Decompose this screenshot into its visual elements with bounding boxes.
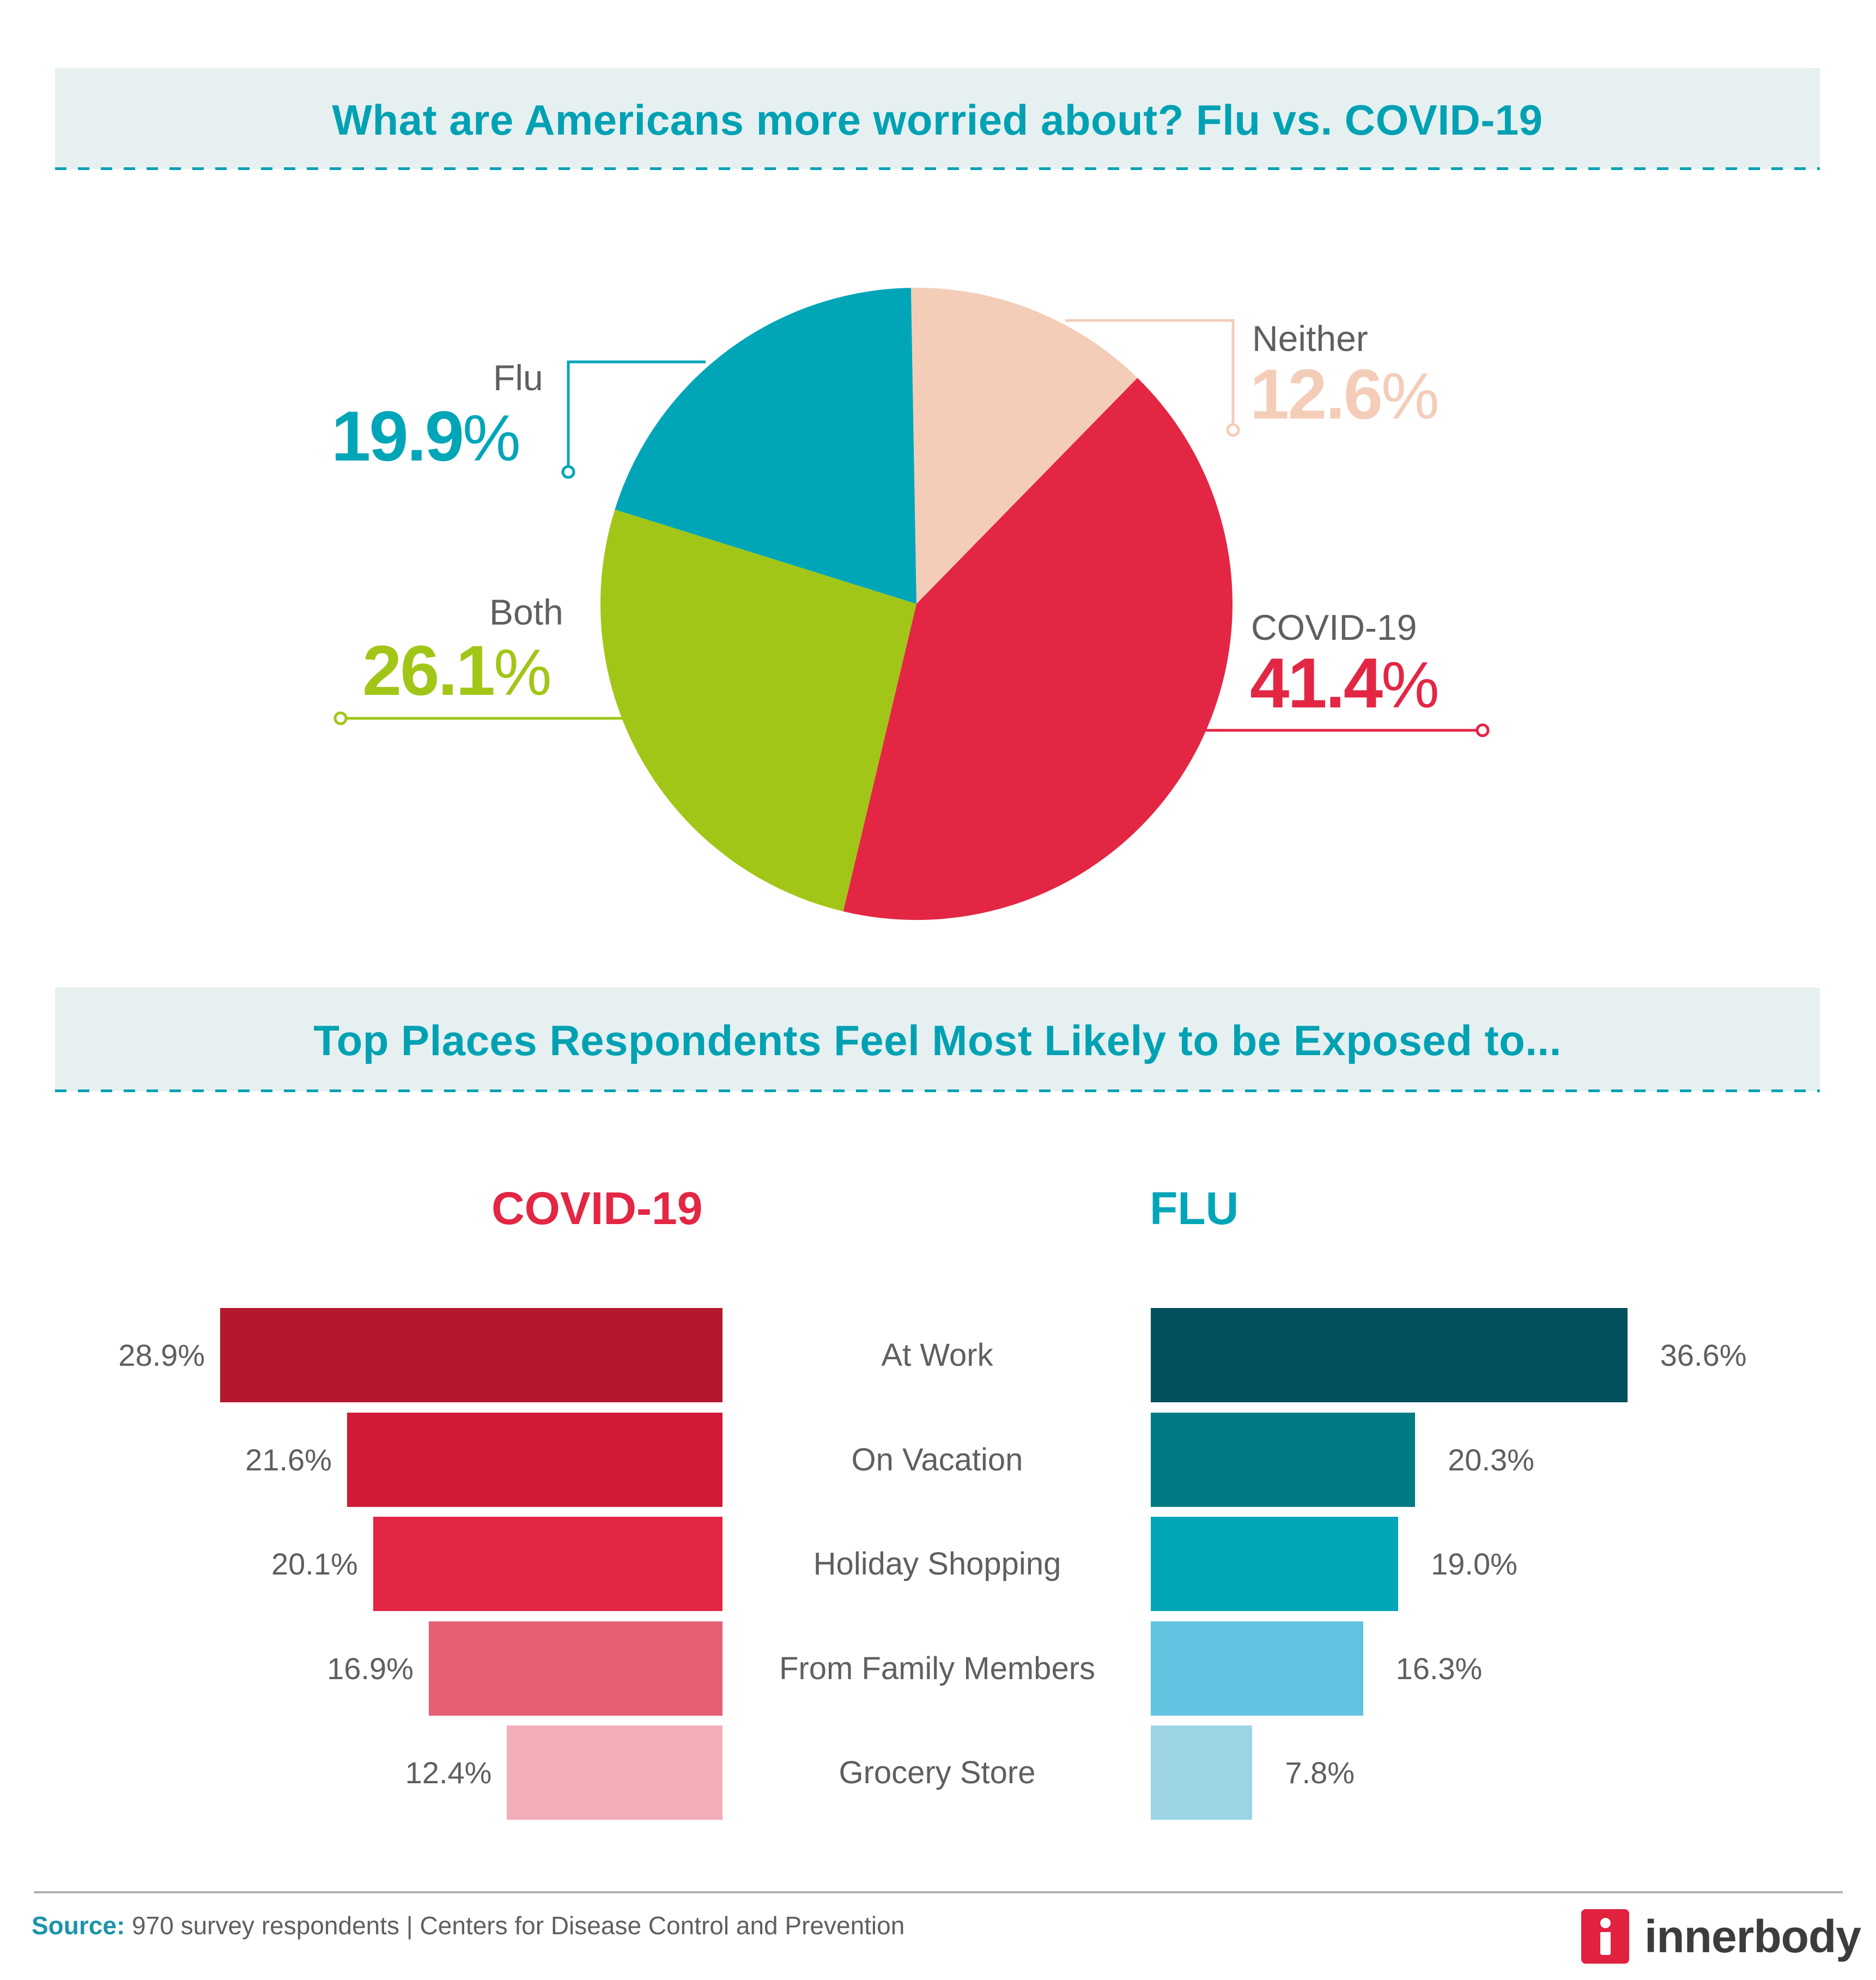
flu-bar — [1151, 1308, 1628, 1402]
both-slice-value: 26.1% — [362, 635, 552, 706]
covid-leader-line — [1193, 723, 1490, 737]
pie-slice-covid-19 — [843, 378, 1233, 920]
pie-section-title: What are Americans more worried about? F… — [332, 96, 1543, 144]
neither-leader-line — [1065, 319, 1240, 437]
flu-bar — [1151, 1621, 1363, 1716]
both-slice-label: Both — [489, 592, 563, 632]
neither-slice-number: 12.6 — [1250, 354, 1383, 434]
covid-bar — [428, 1621, 723, 1716]
covid-slice-label: COVID-19 — [1251, 607, 1417, 647]
dashed-divider — [55, 167, 1820, 170]
covid-bar-value: 28.9% — [118, 1338, 205, 1372]
flu-bar — [1151, 1412, 1416, 1507]
both-leader-line — [333, 711, 632, 725]
footer-divider — [34, 1891, 1843, 1893]
both-slice-number: 26.1 — [362, 631, 495, 710]
category-label: On Vacation — [851, 1442, 1023, 1478]
covid-slice-number: 41.4 — [1250, 643, 1383, 723]
pie-chart — [333, 287, 1490, 920]
covid-bar-value: 20.1% — [271, 1547, 358, 1581]
brand-wordmark: innerbody — [1644, 1911, 1861, 1962]
flu-bar-value: 36.6% — [1660, 1338, 1747, 1372]
pie-slices — [600, 287, 1233, 920]
info-i-icon — [1581, 1909, 1629, 1964]
flu-slice-label: Flu — [493, 358, 543, 398]
flu-slice-number: 19.9 — [331, 396, 464, 476]
flu-bar-value: 7.8% — [1285, 1755, 1355, 1790]
source-text: 970 survey respondents | Centers for Dis… — [125, 1911, 905, 1940]
covid-bar-value: 21.6% — [245, 1442, 332, 1477]
source-label: Source: — [32, 1911, 125, 1940]
covid-series-title: COVID-19 — [491, 1183, 703, 1234]
covid-bar — [507, 1725, 723, 1820]
flu-slice-value: 19.9% — [331, 401, 521, 471]
covid-bar — [373, 1517, 723, 1611]
pie-section-header: What are Americans more worried about? F… — [55, 68, 1820, 170]
neither-slice-value: 12.6% — [1250, 359, 1440, 429]
dashed-divider — [55, 1089, 1820, 1092]
covid-slice-value: 41.4% — [1250, 647, 1440, 718]
flu-leader-line — [561, 360, 706, 479]
bars-section-header: Top Places Respondents Feel Most Likely … — [55, 988, 1820, 1092]
neither-slice-label: Neither — [1252, 318, 1368, 359]
percent-sign: % — [1381, 649, 1440, 722]
flu-bar — [1151, 1517, 1399, 1611]
covid-bar-value: 16.9% — [327, 1651, 414, 1686]
flu-bar-value: 20.3% — [1448, 1442, 1534, 1477]
percent-sign: % — [494, 636, 552, 709]
covid-bar — [220, 1308, 723, 1402]
flu-bar — [1151, 1725, 1253, 1820]
innerbody-logo: innerbody — [1581, 1909, 1861, 1964]
percent-sign: % — [463, 402, 521, 475]
category-label: Grocery Store — [839, 1755, 1036, 1790]
flu-series-title: FLU — [1150, 1183, 1239, 1234]
percent-sign: % — [1381, 360, 1440, 433]
pie-slice-neither — [910, 287, 1138, 604]
bars-section-title: Top Places Respondents Feel Most Likely … — [313, 1016, 1562, 1064]
category-label: At Work — [881, 1337, 993, 1373]
covid-bar — [347, 1412, 723, 1507]
flu-bar-value: 16.3% — [1395, 1651, 1483, 1686]
pie-slice-flu — [615, 288, 916, 604]
pie-slice-both — [600, 509, 916, 912]
flu-bar-value: 19.0% — [1431, 1547, 1517, 1581]
category-label: Holiday Shopping — [813, 1546, 1061, 1582]
covid-bar-value: 12.4% — [405, 1755, 492, 1790]
source-note: Source: 970 survey respondents | Centers… — [32, 1913, 904, 1938]
category-label: From Family Members — [779, 1650, 1096, 1686]
